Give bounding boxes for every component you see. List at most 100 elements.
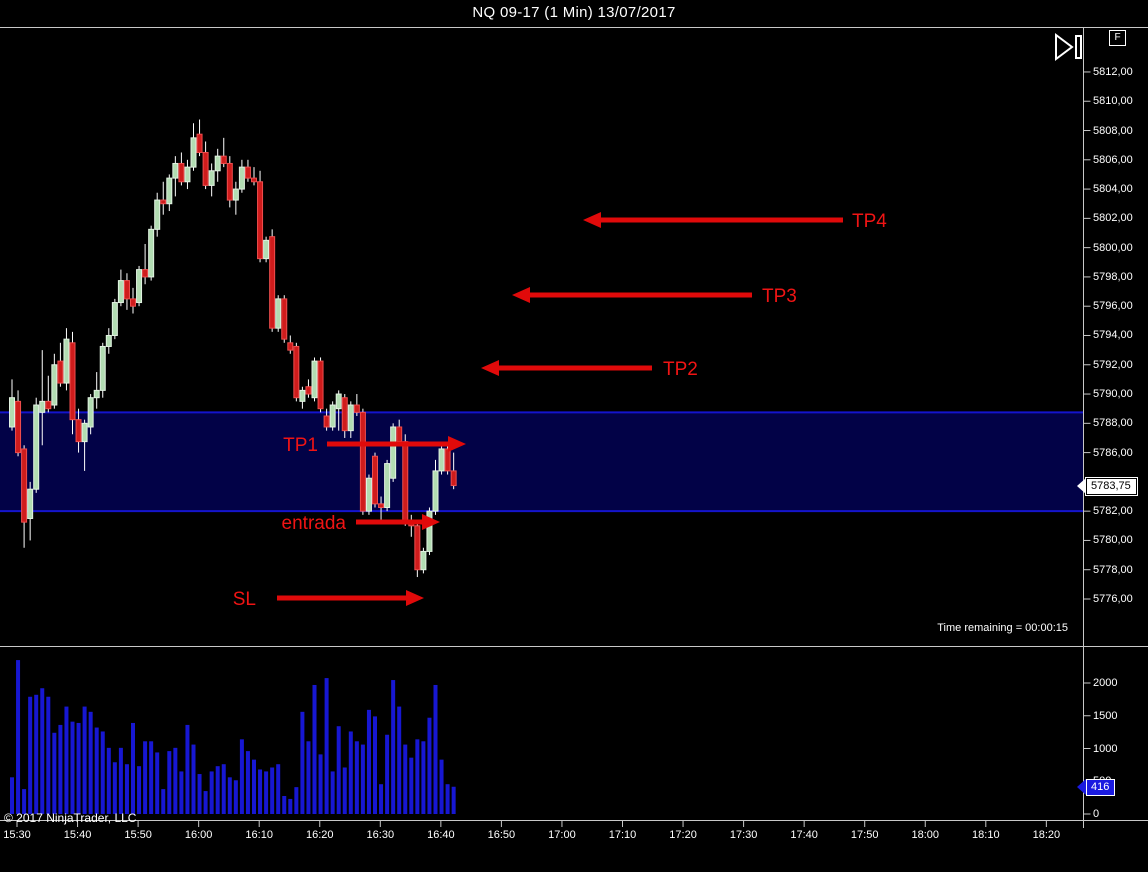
candle-body: [63, 338, 70, 384]
candle-body: [130, 298, 136, 307]
price-band[interactable]: [0, 412, 1083, 512]
candle-body: [111, 302, 118, 336]
price-tick-label: 5776,00: [1093, 593, 1133, 605]
ninjatrader-copyright: © 2017 NinjaTrader, LLC: [4, 811, 137, 825]
volume-bar: [94, 727, 99, 814]
volume-bar: [306, 741, 311, 814]
volume-bar: [439, 759, 444, 814]
volume-bar: [312, 684, 317, 814]
candle-body: [396, 426, 403, 443]
candle-body: [414, 525, 421, 571]
time-tick-label: 17:00: [548, 829, 576, 841]
candle-body: [154, 199, 161, 230]
volume-bar: [233, 780, 238, 814]
candle-body: [190, 137, 197, 168]
annotation-label-sl[interactable]: SL: [233, 589, 256, 610]
fixed-scale-button[interactable]: F: [1109, 30, 1126, 46]
candle-body: [87, 397, 94, 428]
candle-body: [75, 419, 82, 443]
volume-bar: [58, 724, 63, 814]
annotation-label-tp2[interactable]: TP2: [663, 359, 698, 380]
volume-bar: [64, 706, 69, 814]
candle-body: [402, 441, 409, 523]
volume-bar: [391, 680, 396, 814]
price-tick-label: 5778,00: [1093, 563, 1133, 576]
volume-bar: [40, 688, 45, 814]
volume-bar: [324, 678, 329, 814]
candle-body: [444, 448, 451, 472]
last-volume-marker-notch: [1077, 778, 1086, 795]
volume-bar: [112, 762, 117, 814]
volume-bar: [34, 694, 39, 814]
volume-bar: [124, 764, 129, 814]
annotation-arrowhead-tp3[interactable]: [512, 287, 530, 303]
price-tick-label: 5794,00: [1093, 329, 1133, 342]
candle-body: [105, 334, 112, 347]
time-tick-label: 15:50: [124, 829, 152, 841]
candle-body: [142, 269, 149, 278]
volume-bar: [318, 754, 323, 814]
candle-body: [311, 360, 318, 399]
go-to-last-bar-icon[interactable]: [1052, 32, 1086, 64]
chart-title: NQ 09-17 (1 Min) 13/07/2017: [472, 4, 676, 21]
volume-bar: [155, 752, 160, 814]
volume-bar: [264, 771, 269, 814]
candle-body: [238, 166, 245, 190]
volume-bar: [227, 777, 232, 814]
time-tick-label: 18:20: [1032, 829, 1061, 841]
volume-bar: [191, 744, 196, 814]
candle-body: [426, 510, 433, 552]
candle-body: [123, 280, 130, 300]
annotation-arrowhead-tp4[interactable]: [583, 212, 601, 228]
annotation-label-tp4[interactable]: TP4: [852, 211, 887, 232]
volume-bar: [360, 744, 365, 814]
annotation-label-entrada[interactable]: entrada: [282, 513, 347, 534]
annotation-label-tp1[interactable]: TP1: [283, 435, 318, 456]
volume-bar: [379, 784, 384, 814]
volume-bar: [282, 795, 287, 814]
candle-body: [359, 411, 366, 512]
time-tick-label: 15:30: [3, 829, 31, 841]
candle-body: [251, 177, 257, 183]
last-price-marker-notch: [1077, 477, 1086, 494]
volume-tick-label: 2000: [1093, 677, 1118, 689]
annotation-arrowhead-entrada[interactable]: [422, 514, 440, 530]
volume-bar: [354, 741, 359, 814]
annotation-label-tp3[interactable]: TP3: [762, 286, 797, 307]
volume-bar: [330, 771, 335, 814]
volume-bar: [300, 711, 305, 814]
time-tick-label: 17:20: [669, 829, 697, 841]
candle-body: [341, 397, 348, 432]
candle-body: [117, 280, 124, 304]
annotation-arrowhead-tp2[interactable]: [481, 360, 499, 376]
volume-bar: [203, 791, 208, 814]
candle-body: [51, 364, 58, 406]
candle-body: [15, 400, 22, 454]
candle-body: [45, 400, 52, 410]
last-volume-marker: 416: [1086, 778, 1116, 796]
volume-bar: [22, 789, 27, 814]
candle-body: [347, 404, 354, 432]
price-tick-label: 5780,00: [1093, 534, 1133, 547]
volume-bar: [173, 747, 178, 814]
candle-body: [275, 298, 282, 329]
time-tick-label: 16:20: [305, 829, 334, 841]
candle-body: [93, 389, 100, 399]
time-remaining-label: Time remaining = 00:00:15: [937, 622, 1068, 634]
volume-bar: [88, 711, 93, 814]
volume-bar: [131, 722, 135, 814]
time-tick-label: 16:00: [184, 829, 213, 841]
candle-body: [353, 404, 360, 413]
volume-bar: [215, 766, 220, 814]
candle-body: [148, 228, 155, 278]
volume-bar: [185, 724, 190, 814]
candle-body: [39, 400, 46, 413]
price-tick-label: 5812,00: [1093, 65, 1133, 78]
time-tick-label: 16:10: [245, 829, 273, 841]
annotation-arrowhead-tp1[interactable]: [448, 436, 466, 452]
time-tick-label: 18:10: [972, 829, 1000, 841]
candle-body: [184, 166, 191, 183]
annotation-arrowhead-sl[interactable]: [406, 590, 424, 606]
